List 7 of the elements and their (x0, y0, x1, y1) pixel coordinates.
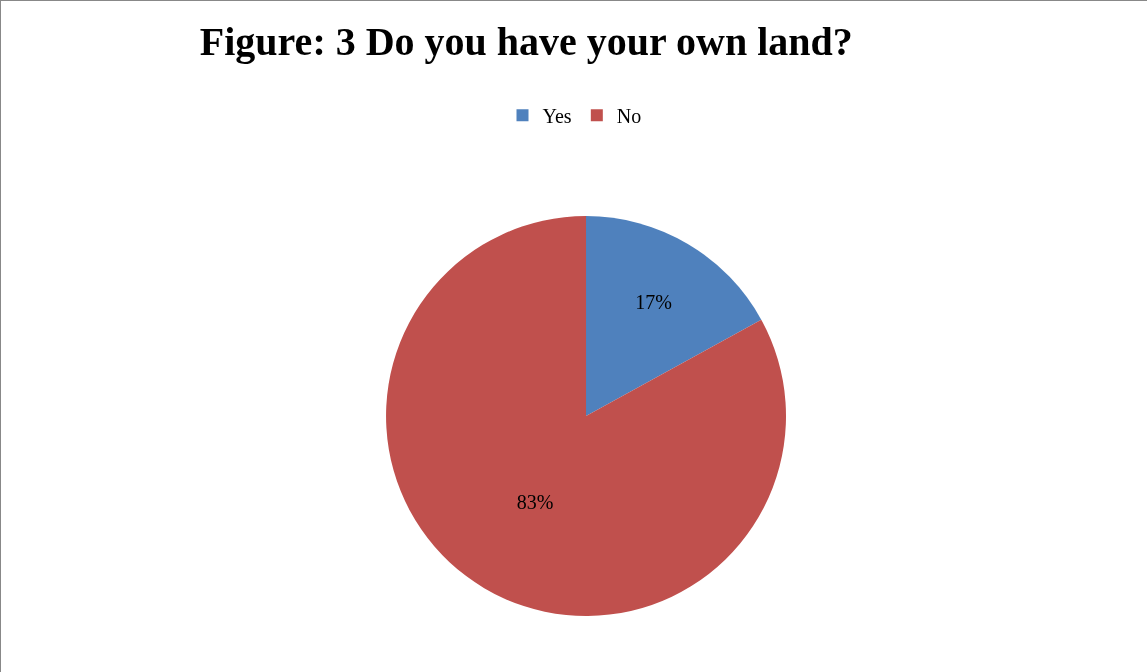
legend-label: No (616, 105, 642, 128)
pie-slice (586, 216, 762, 417)
data-label: 83% (516, 491, 554, 514)
chart-title: Figure: 3 Do you have your own land? (199, 19, 853, 65)
pie-slice (386, 216, 786, 616)
data-label: 17% (635, 290, 672, 313)
legend-label: Yes (542, 105, 572, 128)
